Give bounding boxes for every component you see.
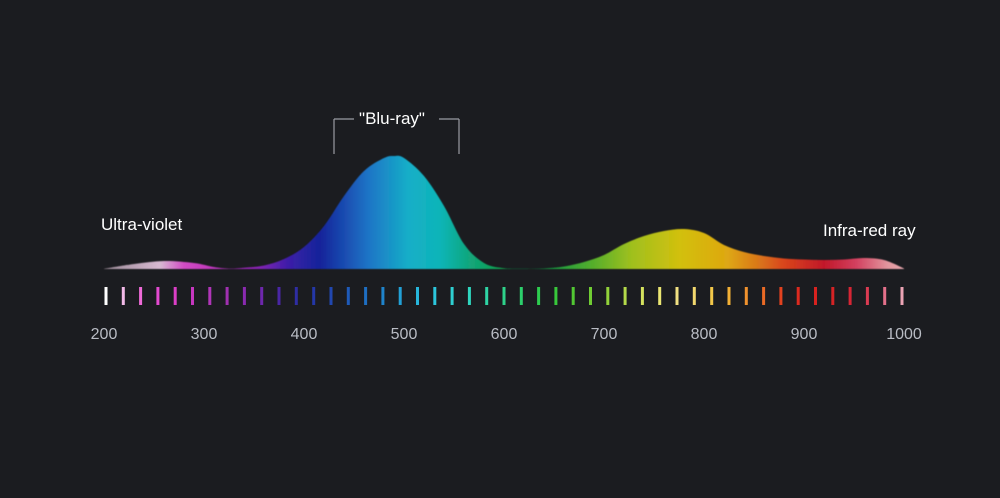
spectrum-bar bbox=[312, 287, 316, 305]
spectrum-bar bbox=[519, 287, 523, 305]
spectrum-curve-area bbox=[104, 155, 904, 269]
bluray-label: "Blu-ray" bbox=[359, 109, 425, 128]
spectrum-bar bbox=[831, 287, 835, 305]
x-axis-tick-labels: 200 300 400 500 600 700 800 900 1000 bbox=[91, 326, 922, 343]
spectrum-bar bbox=[294, 287, 298, 305]
spectrum-bar bbox=[156, 287, 160, 305]
spectrum-bar bbox=[796, 287, 800, 305]
spectrum-bar bbox=[675, 287, 679, 305]
spectrum-bar bbox=[104, 287, 108, 305]
spectrum-bars bbox=[104, 287, 904, 305]
spectrum-bar bbox=[727, 287, 731, 305]
x-tick-label: 900 bbox=[791, 326, 818, 343]
spectrum-bar bbox=[814, 287, 817, 305]
spectrum-bar bbox=[485, 287, 489, 305]
x-tick-label: 700 bbox=[591, 326, 618, 343]
x-tick-label: 300 bbox=[191, 326, 218, 343]
ultraviolet-label: Ultra-violet bbox=[101, 215, 183, 234]
spectrum-bar bbox=[710, 287, 714, 305]
spectrum-bar bbox=[398, 287, 402, 305]
spectrum-bar bbox=[260, 287, 264, 305]
spectrum-bar bbox=[589, 287, 592, 305]
spectrum-bar bbox=[277, 287, 281, 305]
spectrum-bar bbox=[364, 287, 368, 305]
x-tick-label: 400 bbox=[291, 326, 318, 343]
spectrum-bar bbox=[225, 287, 229, 305]
spectrum-bar bbox=[606, 287, 610, 305]
spectrum-bar bbox=[416, 287, 419, 305]
spectrum-bar bbox=[640, 287, 644, 305]
x-tick-label: 800 bbox=[691, 326, 718, 343]
spectrum-bar bbox=[433, 287, 437, 305]
spectrum-bar bbox=[242, 287, 246, 305]
spectrum-bar bbox=[208, 287, 212, 305]
x-tick-label: 600 bbox=[491, 326, 518, 343]
spectrum-bar bbox=[467, 287, 471, 305]
spectrum-bar bbox=[537, 287, 541, 305]
spectrum-bar bbox=[883, 287, 887, 305]
spectrum-bar bbox=[381, 287, 385, 305]
infrared-label: Infra-red ray bbox=[823, 221, 916, 240]
x-tick-label: 200 bbox=[91, 326, 118, 343]
spectrum-bar bbox=[346, 287, 350, 305]
spectrum-bar bbox=[900, 287, 904, 305]
x-tick-label: 1000 bbox=[886, 326, 922, 343]
spectrum-bar bbox=[121, 287, 125, 305]
x-tick-label: 500 bbox=[391, 326, 418, 343]
spectrum-bar bbox=[692, 287, 696, 305]
spectrum-bar bbox=[502, 287, 506, 305]
spectrum-bar bbox=[554, 287, 558, 305]
spectrum-bar bbox=[848, 287, 852, 305]
bluray-bracket bbox=[333, 118, 460, 154]
spectrum-bar bbox=[571, 287, 575, 305]
spectrum-bar bbox=[762, 287, 766, 305]
spectrum-bar bbox=[191, 287, 194, 305]
spectrum-bar bbox=[139, 287, 143, 305]
spectrum-bar bbox=[329, 287, 333, 305]
spectrum-bar bbox=[744, 287, 748, 305]
spectrum-bar bbox=[865, 287, 869, 305]
spectrum-bar bbox=[623, 287, 627, 305]
spectrum-bar bbox=[779, 287, 783, 305]
spectrum-bar bbox=[173, 287, 177, 305]
spectrum-bar bbox=[450, 287, 454, 305]
spectrum-bar bbox=[658, 287, 662, 305]
